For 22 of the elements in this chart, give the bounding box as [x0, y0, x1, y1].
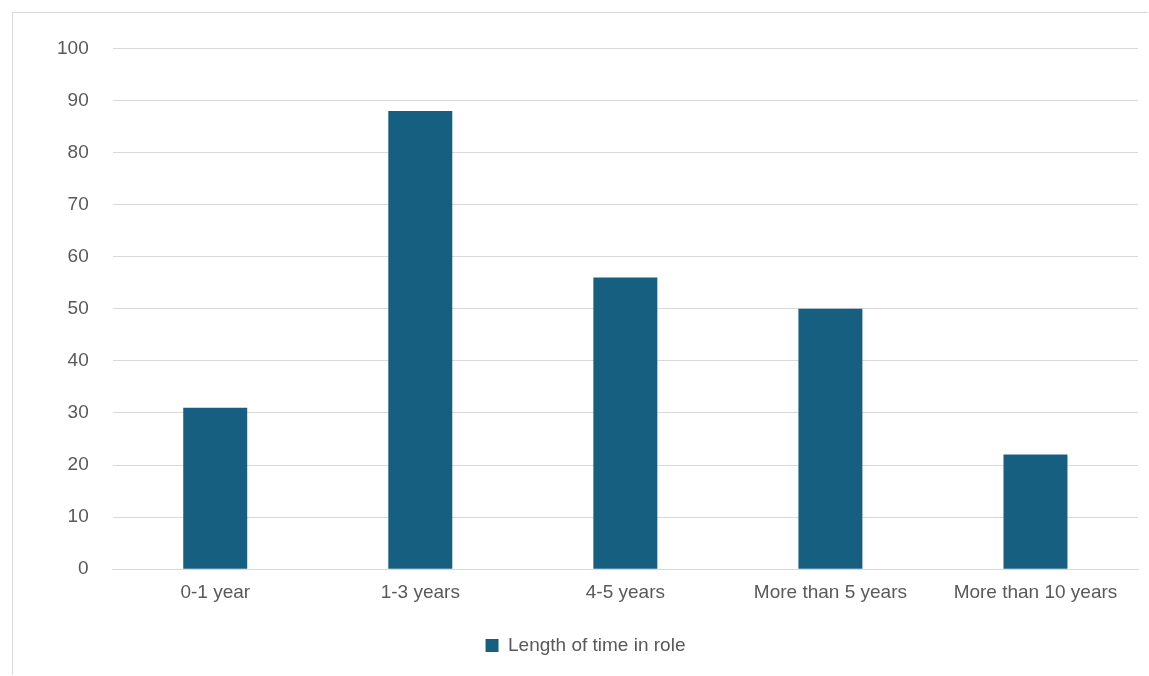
x-tick-label: 1-3 years — [380, 580, 460, 602]
legend-label: Length of time in role — [508, 633, 686, 655]
y-tick-label: 40 — [67, 349, 89, 371]
x-tick-label: 4-5 years — [585, 580, 665, 602]
y-tick-label: 30 — [67, 401, 89, 423]
y-tick-label: 10 — [67, 505, 89, 527]
bar — [1003, 454, 1068, 569]
bar — [183, 407, 248, 569]
y-tick-label: 50 — [67, 297, 89, 319]
y-tick-label: 90 — [67, 88, 89, 110]
bar — [593, 277, 658, 569]
y-tick-label: 60 — [67, 244, 89, 266]
x-tick-label: More than 5 years — [753, 580, 907, 602]
bar — [798, 308, 863, 569]
y-tick-label: 0 — [78, 557, 89, 579]
y-tick-label: 80 — [67, 140, 89, 162]
y-tick-label: 70 — [67, 192, 89, 214]
y-tick-label: 100 — [57, 36, 89, 58]
x-tick-label: More than 10 years — [953, 580, 1118, 602]
bar — [388, 110, 453, 569]
x-tick-label: 0-1 year — [180, 580, 251, 602]
y-tick-label: 20 — [67, 453, 89, 475]
